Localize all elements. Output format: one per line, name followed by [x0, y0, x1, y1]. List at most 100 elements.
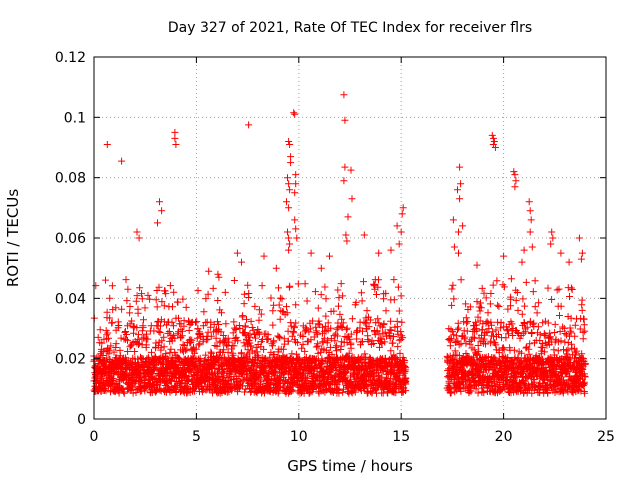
data-point: [380, 295, 388, 303]
data-point: [141, 304, 149, 312]
data-point: [291, 216, 299, 224]
data-point: [138, 290, 145, 298]
data-point: [399, 204, 407, 212]
data-point: [581, 373, 589, 381]
data-point: [401, 368, 409, 376]
data-point: [303, 297, 311, 305]
data-point: [518, 258, 526, 266]
data-point: [192, 345, 200, 353]
data-point: [258, 282, 266, 290]
data-point: [286, 141, 294, 148]
data-point: [289, 386, 297, 394]
data-point: [342, 369, 350, 377]
data-point: [456, 163, 464, 171]
data-point: [275, 333, 283, 341]
data-point: [526, 340, 534, 348]
data-point: [564, 313, 572, 320]
data-point: [154, 317, 162, 325]
data-point: [177, 333, 184, 341]
data-point: [162, 350, 170, 358]
data-point: [96, 326, 104, 334]
data-point: [328, 350, 336, 358]
data-point: [557, 249, 565, 257]
data-point: [255, 316, 263, 324]
data-point: [102, 276, 109, 284]
data-point: [98, 339, 106, 347]
data-point: [122, 372, 130, 380]
data-point: [144, 291, 152, 299]
data-point: [360, 278, 367, 286]
data-point: [374, 283, 382, 291]
data-point: [230, 318, 238, 326]
data-point: [188, 336, 196, 344]
data-point: [566, 293, 573, 300]
data-point: [352, 298, 360, 306]
data-point: [539, 344, 547, 352]
data-point: [553, 286, 561, 294]
data-point: [343, 324, 351, 332]
data-point: [512, 296, 520, 304]
data-point: [470, 346, 478, 354]
data-point: [554, 347, 562, 355]
data-point: [493, 277, 501, 285]
data-point: [269, 342, 276, 350]
data-point: [122, 365, 130, 373]
data-point: [520, 320, 528, 328]
data-point: [285, 246, 293, 254]
data-point: [480, 380, 488, 388]
data-point: [454, 326, 461, 334]
data-point: [451, 388, 459, 396]
data-point: [272, 264, 280, 272]
data-point: [386, 334, 394, 342]
data-point: [505, 330, 512, 338]
data-point: [386, 326, 394, 334]
data-point: [216, 306, 224, 314]
data-point: [214, 270, 222, 278]
data-point: [213, 352, 220, 360]
data-point: [200, 308, 208, 316]
data-point: [112, 304, 120, 312]
data-point: [510, 346, 518, 354]
data-point: [269, 321, 277, 329]
data-point: [168, 318, 176, 326]
data-point: [397, 228, 405, 236]
data-point: [302, 326, 310, 334]
data-point: [394, 343, 402, 351]
data-point: [209, 284, 217, 292]
data-point: [182, 346, 190, 354]
data-point: [551, 320, 559, 328]
data-point: [241, 331, 249, 339]
data-point: [123, 331, 130, 338]
data-point: [565, 258, 573, 266]
data-point: [207, 332, 215, 340]
data-point: [105, 334, 112, 342]
data-point: [126, 303, 134, 310]
data-point: [171, 128, 179, 136]
data-point: [528, 243, 536, 251]
data-point: [293, 234, 301, 242]
data-point: [327, 324, 335, 332]
data-point: [345, 384, 352, 392]
data-point: [222, 320, 230, 328]
data-point: [189, 354, 197, 362]
data-point: [450, 243, 458, 251]
data-point: [92, 282, 100, 290]
data-point: [457, 180, 465, 188]
data-point: [487, 318, 495, 326]
data-point: [473, 327, 481, 335]
data-point: [454, 186, 461, 194]
data-point: [455, 249, 462, 257]
data-point: [489, 134, 497, 142]
data-point: [333, 332, 341, 340]
data-point: [270, 337, 278, 345]
data-point: [292, 225, 300, 233]
data-point: [278, 295, 286, 303]
data-point: [341, 116, 349, 124]
data-point: [182, 303, 190, 311]
data-point: [229, 351, 237, 359]
data-point: [309, 317, 317, 325]
data-point: [564, 339, 572, 347]
data-point: [172, 141, 180, 148]
data-point: [394, 283, 402, 291]
data-point: [447, 335, 455, 343]
